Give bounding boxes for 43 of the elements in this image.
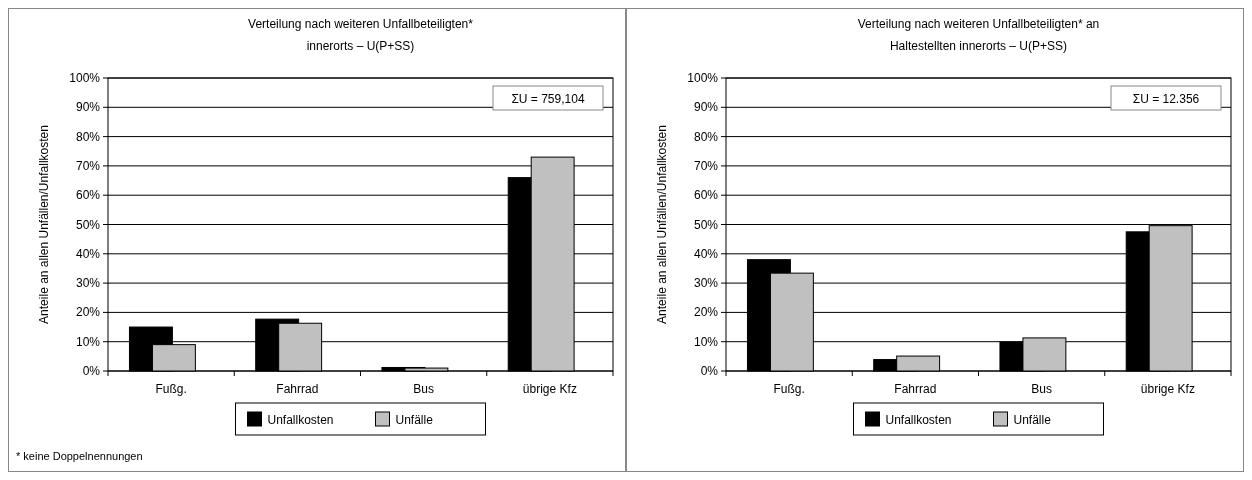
text: * keine Doppelnennungen — [16, 450, 143, 462]
x-tick-label: übrige Kfz — [522, 382, 577, 396]
y-tick-label: 70% — [75, 158, 101, 173]
y-tick-label: 40% — [693, 246, 719, 261]
y-tick-label: 30% — [75, 276, 101, 291]
note-box: ΣU = 12.356 — [1110, 85, 1222, 111]
y-tick-label: 80% — [693, 129, 719, 144]
y-tick-label: 100% — [69, 71, 101, 85]
note-box: ΣU = 759,104 — [492, 85, 604, 111]
x-tick-label: Bus — [413, 382, 434, 396]
x-tick-label: Fußg. — [155, 382, 187, 396]
chart-title: Verteilung nach weiteren Unfallbeteiligten* an Haltestellten innerorts – U(P+SS) — [857, 17, 1100, 53]
y-tick-label: 60% — [75, 188, 101, 203]
y-tick-label: 60% — [693, 188, 719, 203]
y-tick-label: 70% — [693, 158, 719, 173]
annotation: ΣU = 759,104 — [511, 92, 585, 106]
annotation: ΣU = 12.356 — [1132, 92, 1200, 106]
legend-label: Unfallkosten — [267, 413, 334, 427]
y-tick-label: 10% — [693, 334, 719, 349]
y-tick-label: 40% — [75, 246, 101, 261]
x-tick-label: Fahrrad — [894, 382, 937, 396]
y-tick-label: 50% — [75, 217, 101, 232]
y-tick-label: 20% — [693, 305, 719, 320]
y-tick-label: 30% — [693, 276, 719, 291]
y-axis-title: Anteile an allen Unfällen/Unfallkosten — [37, 125, 51, 324]
y-tick-label: 90% — [693, 100, 719, 115]
legend-label: Unfallkosten — [885, 413, 952, 427]
y-tick-label: 10% — [75, 334, 101, 349]
y-tick-label: 80% — [75, 129, 101, 144]
x-tick-label: übrige Kfz — [1140, 382, 1195, 396]
x-tick-label: Fußg. — [773, 382, 805, 396]
chart-title: Verteilung nach weiteren Unfallbeteiligten* innerorts – U(P+SS) — [248, 17, 474, 53]
x-tick-label: Fahrrad — [276, 382, 319, 396]
y-tick-label: 50% — [693, 217, 719, 232]
y-axis-title: Anteile an allen Unfällen/Unfallkosten — [655, 125, 669, 324]
legend-label: Unfälle — [395, 413, 434, 427]
y-tick-label: 0% — [700, 364, 719, 378]
y-tick-label: 0% — [82, 364, 101, 378]
legend-label: Unfälle — [1013, 413, 1052, 427]
y-tick-label: 20% — [75, 305, 101, 320]
x-tick-label: Bus — [1031, 382, 1052, 396]
y-tick-label: 100% — [687, 71, 719, 85]
y-tick-label: 90% — [75, 100, 101, 115]
